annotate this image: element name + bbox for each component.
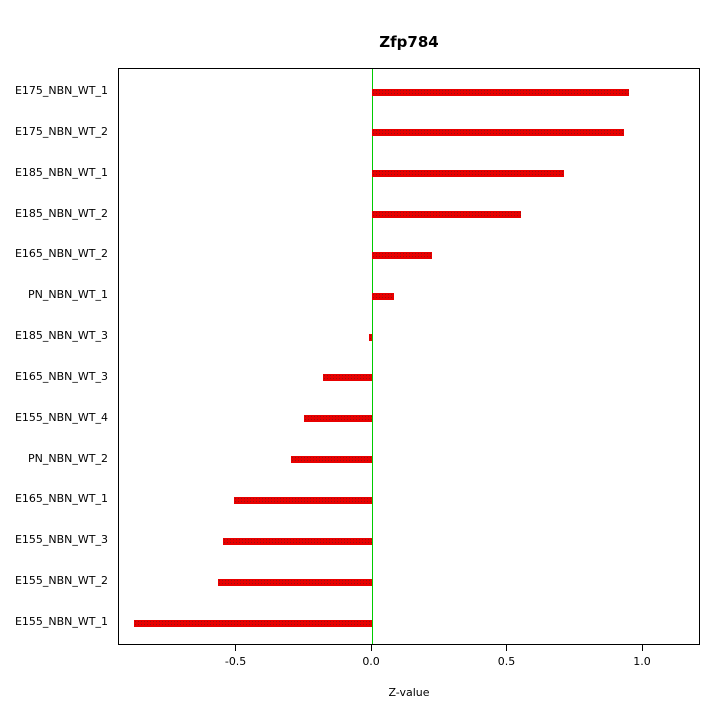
- category-label: E155_NBN_WT_3: [14, 533, 108, 547]
- category-label: E185_NBN_WT_2: [14, 206, 108, 220]
- zero-line: [371, 69, 373, 644]
- bar: [372, 211, 522, 219]
- category-label: E175_NBN_WT_1: [14, 84, 108, 97]
- category-label: E165_NBN_WT_3: [14, 369, 108, 383]
- category-label: E165_NBN_WT_1: [14, 492, 108, 506]
- category-label: E185_NBN_WT_3: [14, 329, 108, 343]
- category-label: E165_NBN_WT_2: [14, 247, 108, 261]
- bar: [372, 292, 394, 300]
- x-tick-label: 1.0: [633, 655, 651, 668]
- bar: [372, 170, 565, 178]
- bar: [323, 374, 373, 382]
- category-label: E175_NBN_WT_2: [14, 124, 108, 138]
- bar: [290, 456, 373, 464]
- bar: [217, 578, 373, 586]
- category-label: PN_NBN_WT_2: [28, 451, 108, 465]
- bar: [372, 88, 630, 96]
- x-tick-label: 0.5: [497, 655, 516, 668]
- bar: [233, 496, 373, 504]
- x-tick: [506, 645, 508, 651]
- category-label: E155_NBN_WT_1: [14, 615, 108, 628]
- x-tick: [235, 645, 237, 651]
- category-label: E185_NBN_WT_1: [14, 165, 108, 179]
- x-tick-label: 0.0: [362, 655, 380, 668]
- bar: [304, 415, 373, 423]
- category-label: PN_NBN_WT_1: [28, 288, 108, 302]
- bar: [133, 619, 373, 627]
- plot-area: [118, 68, 700, 645]
- bar: [369, 333, 373, 341]
- category-label: E155_NBN_WT_2: [14, 574, 108, 588]
- chart-title: Zfp784: [379, 33, 439, 51]
- bar: [372, 251, 432, 259]
- bar: [372, 129, 625, 137]
- x-axis-title: Z-value: [388, 686, 430, 699]
- bar: [223, 537, 373, 545]
- x-tick: [370, 645, 372, 651]
- x-tick-label: -0.5: [224, 655, 247, 668]
- category-label: E155_NBN_WT_4: [14, 410, 108, 424]
- x-tick: [641, 645, 643, 651]
